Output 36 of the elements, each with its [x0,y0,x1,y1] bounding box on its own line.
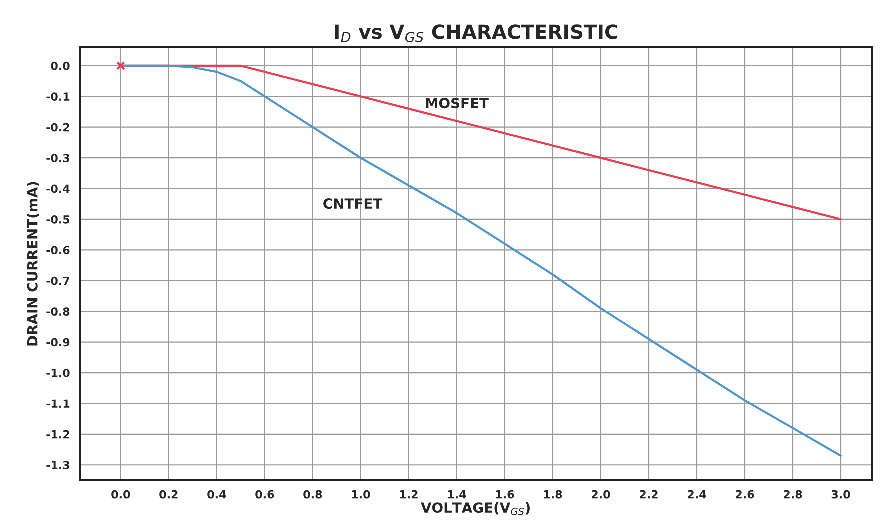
x-tick-label: 1.2 [400,490,418,499]
x-tick-label: 0.0 [112,490,130,499]
y-tick-label: -0.3 [46,154,70,162]
y-tick-label: -1.2 [46,430,70,439]
y-tick-label: -0.4 [46,184,70,194]
line-series [120,64,842,457]
y-tick-label: -0.9 [46,338,70,347]
x-tick-label: 0.8 [304,490,322,499]
y-tick-label: -1.3 [46,461,70,470]
y-tick-label: 0.0 [51,62,70,70]
chart-title: I$_{D}$ vs V$_{GS}$ CHARACTERISTIC [335,24,618,42]
y-tick-label: -1.0 [46,368,70,378]
y-tick-label: -0.6 [46,246,70,255]
series-label: CNTFET [324,198,383,210]
x-tick-label: 0.6 [256,490,274,499]
series-label: MOSFET [426,98,489,109]
y-tick-label: -0.1 [46,92,70,102]
x-tick-label: 2.4 [688,490,706,499]
x-tick-label: 3.0 [832,490,850,499]
y-tick-label: -0.7 [46,276,70,286]
x-tick-label: 2.0 [592,490,610,499]
x-tick-label: 1.8 [544,490,562,499]
x-tick-label: 1.6 [496,490,514,499]
x-tick-label: 2.8 [784,490,802,499]
x-tick-label: 1.0 [352,490,370,499]
x-tick-label: 2.6 [736,490,754,499]
y-tick-label: -0.8 [46,308,70,316]
x-tick-label: 0.2 [160,490,178,499]
x-tick-label: 1.4 [448,490,466,499]
x-tick-label: 2.2 [640,490,658,499]
y-tick-label: -1.1 [46,400,70,408]
x-tick-label: 0.4 [208,490,226,499]
y-axis-title: DRAIN CURRENT(mA) [27,182,40,346]
y-tick-label: -0.2 [46,123,70,132]
x-axis-title: VOLTAGE(V$_{GS}$) [421,502,530,516]
y-tick-label: -0.5 [46,215,70,224]
